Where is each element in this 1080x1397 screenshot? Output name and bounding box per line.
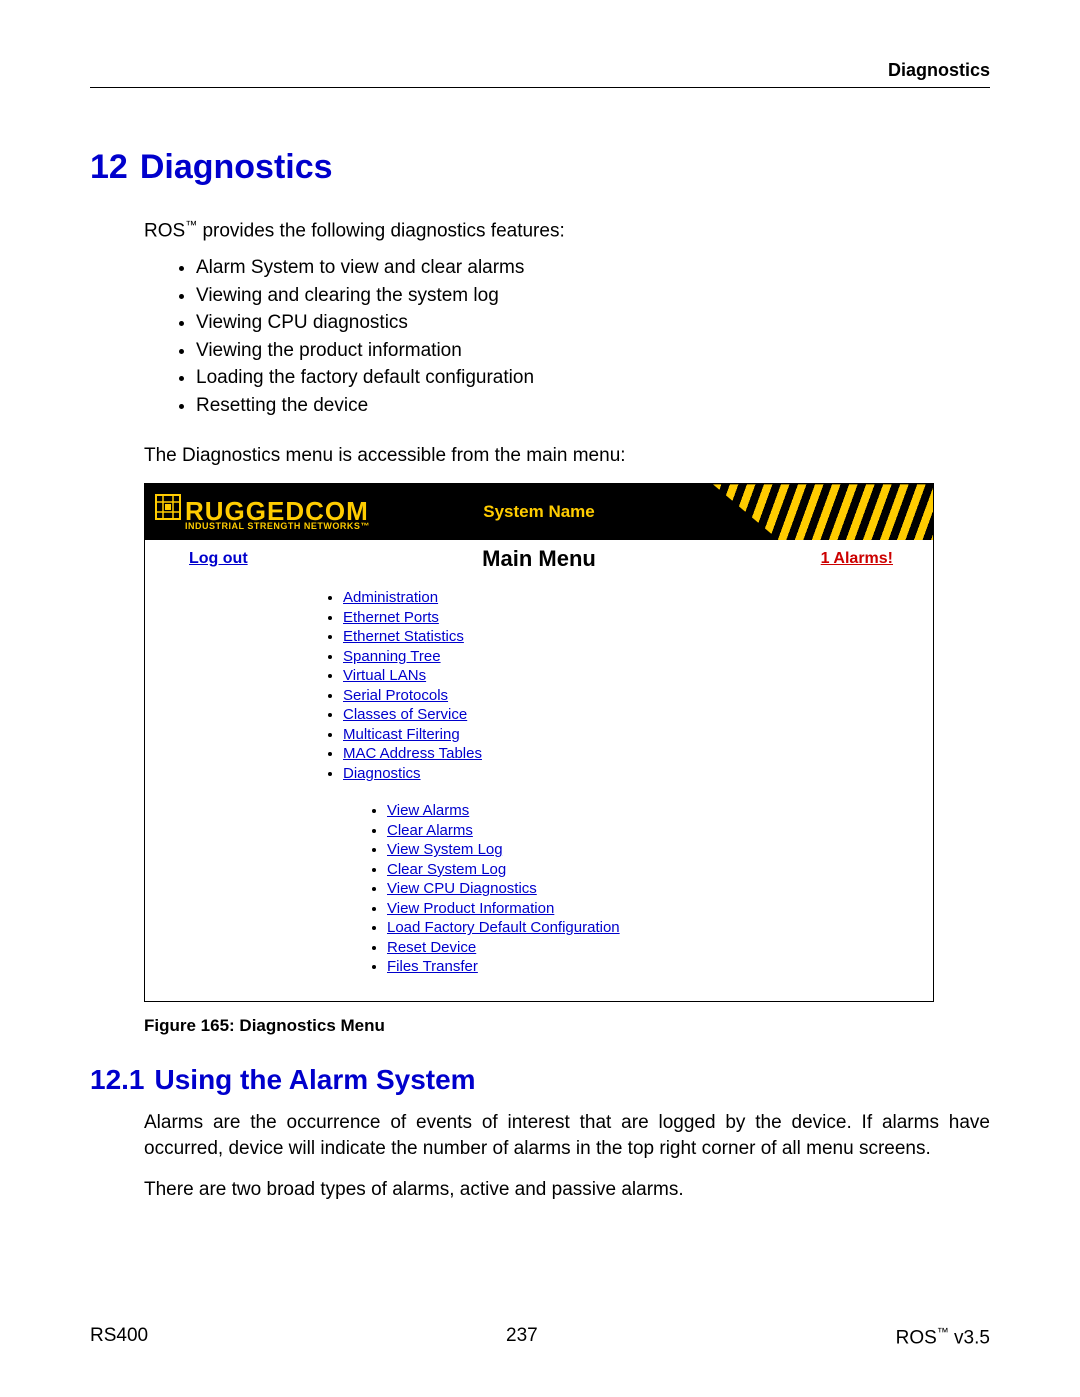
menu-item: Multicast Filtering (343, 725, 933, 745)
header-stripes-decoration (713, 484, 933, 540)
submenu-link-view-alarms[interactable]: View Alarms (387, 802, 469, 819)
menu-link-ethernet-statistics[interactable]: Ethernet Statistics (343, 628, 464, 645)
menu-link-classes-of-service[interactable]: Classes of Service (343, 706, 467, 723)
submenu-link-view-product-information[interactable]: View Product Information (387, 900, 554, 917)
features-list: Alarm System to view and clear alarms Vi… (162, 255, 990, 419)
menu-link-virtual-lans[interactable]: Virtual LANs (343, 667, 426, 684)
feature-item: Loading the factory default configuratio… (196, 365, 990, 391)
chapter-title-text: Diagnostics (140, 148, 333, 186)
feature-item: Viewing CPU diagnostics (196, 310, 990, 336)
trademark-symbol: ™ (185, 218, 197, 232)
menu-item: Ethernet Statistics (343, 627, 933, 647)
menu-item: Virtual LANs (343, 666, 933, 686)
footer-right: ROS™ v3.5 (896, 1325, 990, 1349)
logo-icon (155, 494, 181, 520)
document-page: Diagnostics 12 Diagnostics ROS™ provides … (0, 0, 1080, 1397)
intro-rest: provides the following diagnostics featu… (197, 220, 565, 241)
menu-item: Administration (343, 588, 933, 608)
menu-link-spanning-tree[interactable]: Spanning Tree (343, 648, 441, 665)
submenu-link-clear-system-log[interactable]: Clear System Log (387, 861, 506, 878)
chapter-title: 12 Diagnostics (90, 148, 990, 187)
submenu-link-view-cpu-diagnostics[interactable]: View CPU Diagnostics (387, 880, 537, 897)
screenshot-header: RUGGEDCOM INDUSTRIAL STRENGTH NETWORKS™ … (145, 484, 933, 540)
submenu-link-load-factory-default[interactable]: Load Factory Default Configuration (387, 919, 620, 936)
section-title: 12.1 Using the Alarm System (90, 1064, 990, 1096)
menu-link-diagnostics[interactable]: Diagnostics (343, 765, 421, 782)
section-para-2: There are two broad types of alarms, act… (144, 1177, 990, 1204)
submenu-item: View Product Information (387, 899, 933, 919)
feature-item: Viewing the product information (196, 338, 990, 364)
logout-link[interactable]: Log out (189, 550, 248, 568)
submenu-link-files-transfer[interactable]: Files Transfer (387, 958, 478, 975)
top-menu-list: Administration Ethernet Ports Ethernet S… (319, 588, 933, 783)
submenu-link-clear-alarms[interactable]: Clear Alarms (387, 822, 473, 839)
main-menu-title: Main Menu (482, 546, 596, 572)
submenu-item: Clear Alarms (387, 821, 933, 841)
submenu-item: Clear System Log (387, 860, 933, 880)
menu-link-mac-address-tables[interactable]: MAC Address Tables (343, 745, 482, 762)
chapter-number: 12 (90, 148, 128, 186)
submenu-item: Reset Device (387, 938, 933, 958)
feature-item: Viewing and clearing the system log (196, 283, 990, 309)
menu-link-ethernet-ports[interactable]: Ethernet Ports (343, 609, 439, 626)
alarms-link[interactable]: 1 Alarms! (821, 550, 893, 568)
submenu-item: View CPU Diagnostics (387, 879, 933, 899)
menu-link-multicast-filtering[interactable]: Multicast Filtering (343, 726, 460, 743)
feature-item: Resetting the device (196, 393, 990, 419)
sub-menu-list: View Alarms Clear Alarms View System Log… (363, 801, 933, 977)
section-number: 12.1 (90, 1064, 145, 1095)
submenu-item: View Alarms (387, 801, 933, 821)
lead-text: The Diagnostics menu is accessible from … (144, 443, 990, 470)
menu-item: Ethernet Ports (343, 608, 933, 628)
intro-text: ROS™ provides the following diagnostics … (144, 217, 990, 245)
logo-text: RUGGEDCOM (185, 498, 369, 524)
footer-center: 237 (506, 1325, 538, 1349)
submenu-link-reset-device[interactable]: Reset Device (387, 939, 476, 956)
menu-body: Administration Ethernet Ports Ethernet S… (145, 570, 933, 1001)
figure-caption: Figure 165: Diagnostics Menu (144, 1016, 990, 1036)
submenu-item: Load Factory Default Configuration (387, 918, 933, 938)
screenshot-main-menu: RUGGEDCOM INDUSTRIAL STRENGTH NETWORKS™ … (144, 483, 934, 1002)
submenu-item: View System Log (387, 840, 933, 860)
menu-item: Classes of Service (343, 705, 933, 725)
section-para-1: Alarms are the occurrence of events of i… (144, 1110, 990, 1163)
submenu-link-view-system-log[interactable]: View System Log (387, 841, 503, 858)
header-rule (90, 87, 990, 88)
page-footer: RS400 237 ROS™ v3.5 (90, 1325, 990, 1349)
menu-link-administration[interactable]: Administration (343, 589, 438, 606)
screenshot-topbar: Log out Main Menu 1 Alarms! (145, 540, 933, 570)
page-header-section: Diagnostics (90, 60, 990, 81)
menu-item: Serial Protocols (343, 686, 933, 706)
menu-item: Diagnostics (343, 764, 933, 784)
menu-item: MAC Address Tables (343, 744, 933, 764)
feature-item: Alarm System to view and clear alarms (196, 255, 990, 281)
footer-left: RS400 (90, 1325, 148, 1349)
logo-subtitle: INDUSTRIAL STRENGTH NETWORKS™ (185, 522, 370, 531)
logo: RUGGEDCOM INDUSTRIAL STRENGTH NETWORKS™ (155, 494, 370, 531)
menu-link-serial-protocols[interactable]: Serial Protocols (343, 687, 448, 704)
intro-prefix: ROS (144, 220, 185, 241)
system-name: System Name (483, 502, 595, 522)
section-title-text: Using the Alarm System (155, 1064, 476, 1095)
submenu-item: Files Transfer (387, 957, 933, 977)
menu-item: Spanning Tree (343, 647, 933, 667)
